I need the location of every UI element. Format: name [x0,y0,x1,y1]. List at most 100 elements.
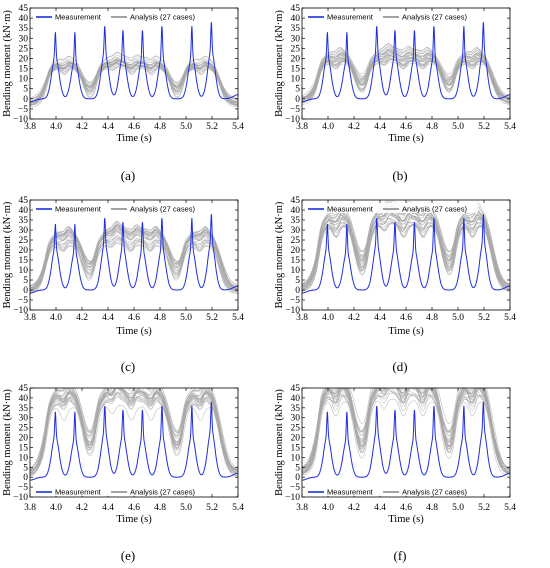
x-tick-label: 4.6 [128,503,140,513]
y-tick-label: 45 [19,4,29,14]
y-tick-label: 0 [295,95,300,105]
analysis-case-line [302,388,510,468]
legend-label-measurement: Measurement [327,13,374,22]
analysis-case-line [302,218,510,285]
x-tick-label: 5.2 [206,503,218,513]
analysis-case-line [30,388,238,471]
y-tick-label: 30 [291,34,301,44]
y-tick-label: 0 [23,473,28,483]
analysis-series [302,42,510,105]
x-tick-label: 4.2 [76,122,88,132]
chart-panel-a: 3.8 4.0 4.2 4.4 4.6 4.8 5.0 5.2 5.4 −10−505101520… [2,4,244,183]
x-tick-label: 5.4 [232,122,244,132]
x-tick-label: 4.0 [322,503,334,513]
analysis-case-line [30,66,238,102]
y-tick-label: 10 [291,75,301,85]
x-tick-label: 4.0 [50,503,62,513]
y-axis-title: Bending moment (kN·m) [2,389,13,496]
x-axis-title: Time (s) [116,133,152,144]
y-axis-title: Bending moment (kN·m) [2,10,13,117]
legend-background [306,486,478,496]
analysis-case-line [30,51,238,106]
analysis-case-line [302,388,510,474]
analysis-case-line [30,64,238,105]
measurement-series [30,213,238,294]
y-tick-label: 45 [19,384,29,394]
x-tick-label: 3.8 [24,503,36,513]
panel-label: (c) [121,359,135,374]
chart-panel-d: 3.8 4.0 4.2 4.4 4.6 4.8 5.0 5.2 5.4 −10−505101520… [274,196,516,374]
y-tick-label: 0 [295,286,300,296]
y-tick-label: −5 [18,296,28,306]
measurement-line [302,401,510,481]
legend-background [306,11,478,21]
y-tick-label: −10 [13,115,28,125]
analysis-case-line [302,390,510,474]
y-tick-label: 35 [19,216,29,226]
analysis-case-line [302,388,510,473]
x-tick-label: 4.8 [154,122,166,132]
y-tick-label: 45 [291,4,301,14]
y-tick-label: 15 [19,443,29,453]
legend-label-measurement: Measurement [327,205,374,214]
measurement-line [30,401,238,481]
y-tick-label: 5 [23,276,28,286]
y-tick-label: −5 [18,105,28,115]
measurement-line [302,22,510,103]
analysis-case-line [30,55,238,106]
x-tick-label: 5.0 [180,313,192,323]
analysis-case-line [30,227,238,287]
legend-label-measurement: Measurement [327,488,374,497]
analysis-case-line [302,388,510,468]
x-tick-label: 4.4 [374,503,386,513]
measurement-line [30,213,238,294]
x-tick-label: 4.6 [128,122,140,132]
x-tick-label: 4.8 [154,313,166,323]
x-tick-label: 4.8 [426,122,438,132]
x-tick-label: 3.8 [296,313,308,323]
analysis-case-line [30,64,238,105]
x-tick-label: 3.8 [296,122,308,132]
analysis-case-line [30,234,238,291]
x-tick-label: 4.0 [322,122,334,132]
x-tick-label: 4.6 [400,313,412,323]
analysis-case-line [30,388,238,471]
x-tick-label: 4.0 [322,313,334,323]
analysis-series [30,51,238,107]
y-tick-label: 5 [295,276,300,286]
analysis-case-line [302,209,510,288]
x-tick-label: 5.2 [478,503,490,513]
y-tick-label: 40 [19,394,29,404]
analysis-case-line [302,388,510,472]
analysis-case-line [302,57,510,100]
measurement-series [302,401,510,481]
y-tick-label: 35 [291,24,301,34]
x-axis-title: Time (s) [116,514,152,525]
analysis-case-line [302,49,510,103]
y-tick-label: 15 [291,256,301,266]
y-tick-label: −5 [18,483,28,493]
y-tick-label: −10 [13,306,28,316]
y-tick-label: 5 [295,463,300,473]
analysis-case-line [30,388,238,473]
y-tick-label: 40 [19,206,29,216]
y-tick-label: 25 [291,424,301,434]
analysis-case-line [30,224,238,290]
y-tick-label: −10 [13,493,28,503]
x-tick-label: 5.2 [478,313,490,323]
x-tick-label: 3.8 [24,122,36,132]
y-tick-label: 35 [19,404,29,414]
analysis-case-line [30,388,238,472]
x-tick-label: 5.2 [206,313,218,323]
y-tick-label: 10 [291,453,301,463]
plot-frame [29,199,239,311]
legend: Measurement Analysis (27 cases) [34,486,206,497]
analysis-case-line [302,59,510,99]
analysis-case-line [30,236,238,292]
analysis-case-line [302,388,510,470]
analysis-case-line [302,392,510,470]
x-tick-label: 4.0 [50,313,62,323]
y-tick-label: 5 [23,463,28,473]
y-tick-label: −5 [290,105,300,115]
panel-label: (d) [392,359,407,374]
